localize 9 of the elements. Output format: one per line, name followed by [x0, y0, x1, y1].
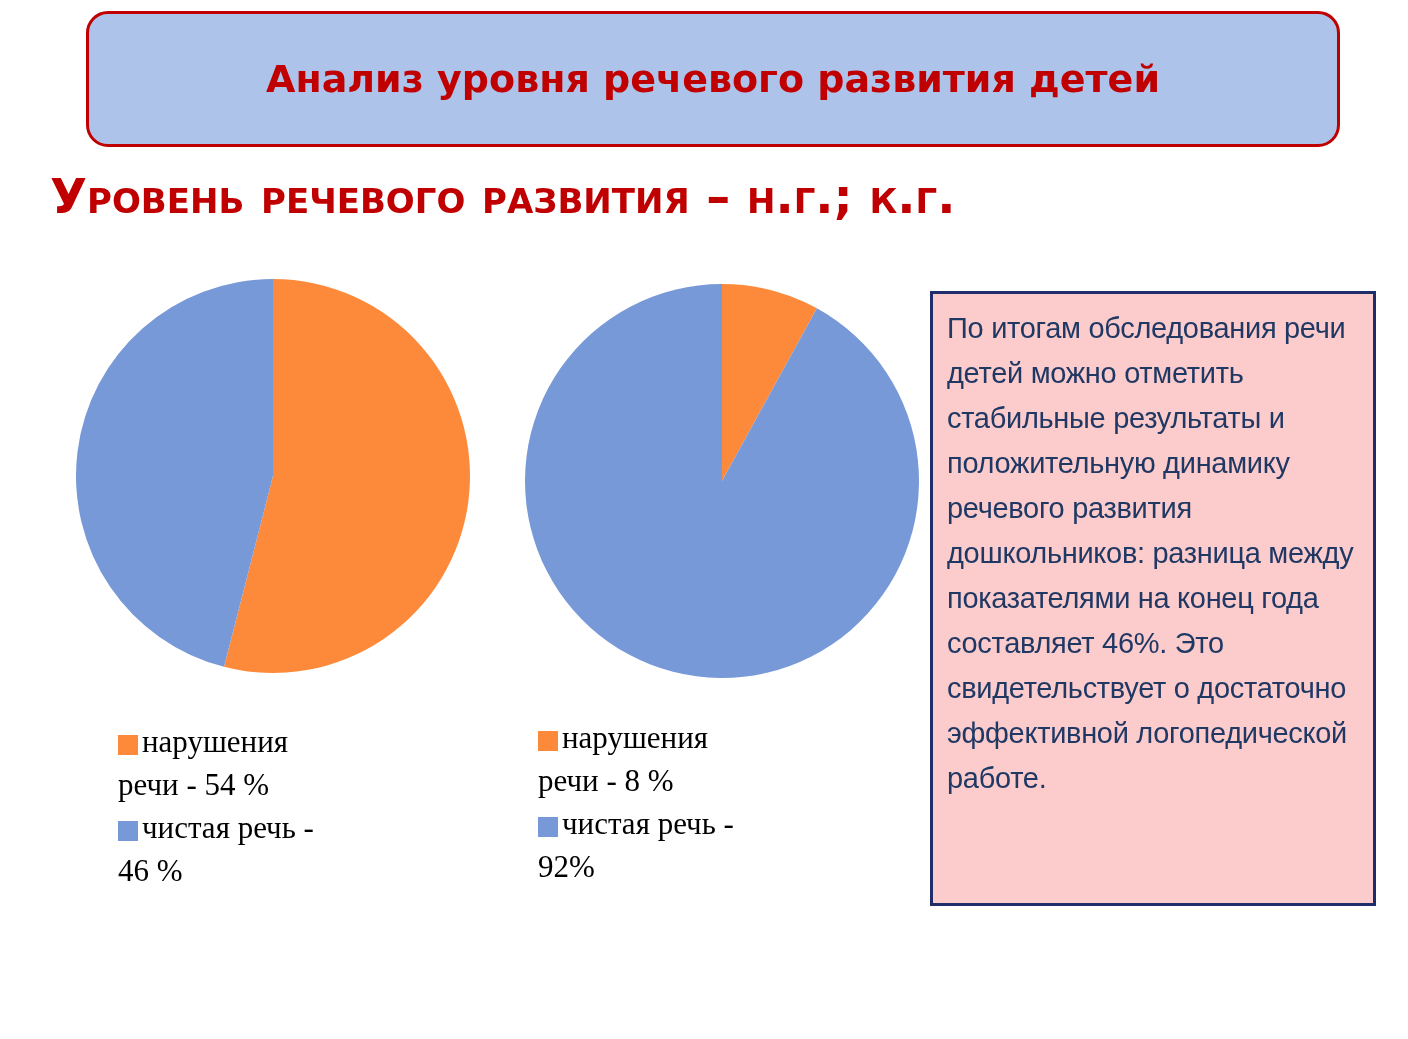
chart-subtitle: Уровень речевого развития – н.г.; к.г. [50, 168, 956, 224]
legend-label: чистая речь - 46 % [118, 810, 314, 888]
pie-slice [722, 284, 817, 481]
pie-slice [224, 279, 470, 673]
legend-label: чистая речь - 92% [538, 806, 734, 884]
pie-slice [525, 284, 919, 678]
text: Анализ уровня речевого развития детей [86, 11, 1340, 147]
pie-slice [76, 279, 273, 667]
text: По итогам обследования речи детей можно отметить стабильные результаты и положительную динамику речевого развития дошкольников: разница между показателями на конец года составляет 46%. Это свидетельствует о достаточно эффективной логопедической работе. [947, 312, 1354, 794]
